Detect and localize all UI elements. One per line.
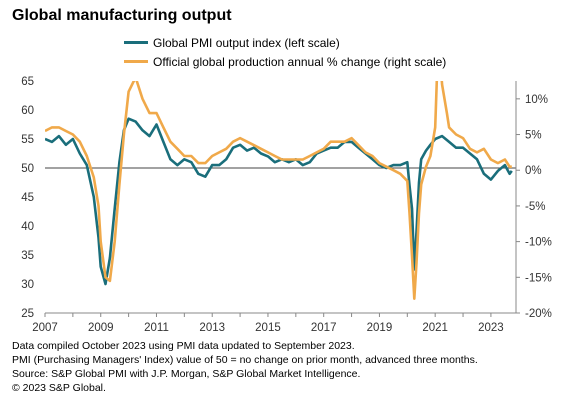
y-left-tick-label: 65 <box>21 76 34 88</box>
y-left-tick-label: 35 <box>21 250 34 262</box>
y-left-tick-label: 50 <box>21 163 34 175</box>
x-tick-label: 2017 <box>311 322 337 334</box>
y-left-tick-label: 45 <box>21 192 34 204</box>
series-line-pmi <box>45 117 513 286</box>
footer-line-compiled: Data compiled October 2023 using PMI dat… <box>12 340 355 352</box>
x-tick-label: 2019 <box>367 322 393 334</box>
y-left-tick-label: 40 <box>21 221 34 233</box>
x-tick-label: 2009 <box>88 322 114 334</box>
legend-label-pmi: Global PMI output index (left scale) <box>153 35 340 50</box>
y-right-tick-label: -10% <box>525 237 552 249</box>
y-right-tick-label: 5% <box>525 130 542 142</box>
y-right-tick-label: -15% <box>525 272 552 284</box>
x-tick-label: 2021 <box>422 322 448 334</box>
x-tick-label: 2023 <box>478 322 504 334</box>
y-right-tick-label: -20% <box>525 308 552 320</box>
y-left-tick-label: 60 <box>21 105 34 117</box>
legend-label-production: Official global production annual % chan… <box>153 54 447 69</box>
chart-title: Global manufacturing output <box>12 7 232 24</box>
footer-notes: Data compiled October 2023 using PMI dat… <box>12 339 478 395</box>
x-tick-label: 2007 <box>32 322 58 334</box>
x-tick-label: 2011 <box>144 322 169 334</box>
y-left-tick-label: 25 <box>21 308 34 320</box>
y-left-tick-label: 55 <box>21 134 34 146</box>
legend-item-pmi: Global PMI output index (left scale) <box>124 33 446 52</box>
legend: Global PMI output index (left scale) Off… <box>124 33 446 71</box>
legend-item-production: Official global production annual % chan… <box>124 52 446 71</box>
footer-line-copyright: © 2023 S&P Global. <box>12 382 106 394</box>
footer-line-definition: PMI (Purchasing Managers' Index) value o… <box>12 354 478 366</box>
y-right-tick-label: 10% <box>525 94 548 106</box>
legend-swatch-pmi <box>124 41 148 44</box>
legend-swatch-production <box>124 60 148 63</box>
line-chart: 65 60 55 50 45 40 35 30 25 10% 5% 0% -5% -10% -15% -20%… <box>21 76 552 334</box>
x-tick-label: 2013 <box>199 322 225 334</box>
y-left-tick-label: 30 <box>21 279 34 291</box>
x-tick-label: 2015 <box>255 322 281 334</box>
footer-line-source: Source: S&P Global PMI with J.P. Morgan,… <box>12 368 361 380</box>
y-right-tick-label: -5% <box>525 201 545 213</box>
series-line-production <box>45 81 512 301</box>
y-right-tick-label: 0% <box>525 165 542 177</box>
